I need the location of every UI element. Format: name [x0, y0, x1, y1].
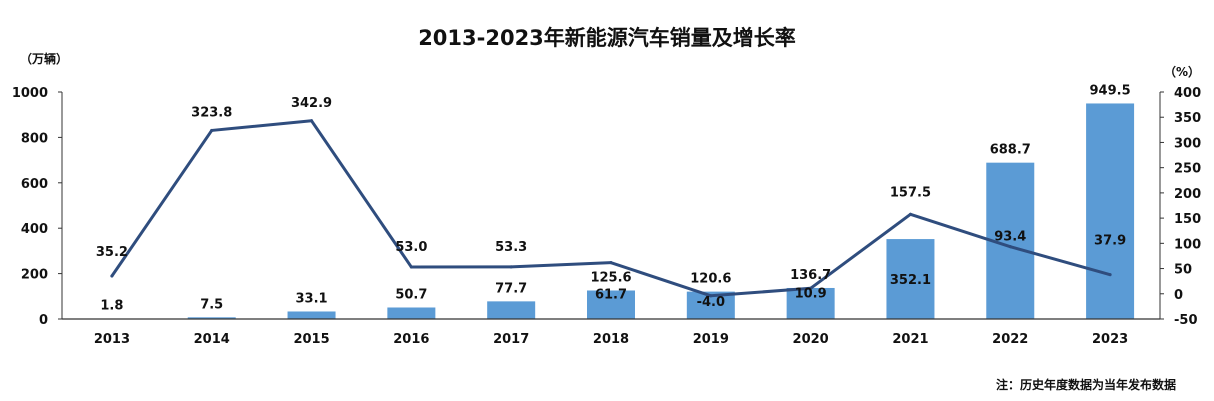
- bar: [287, 311, 336, 319]
- line-point: [609, 261, 613, 265]
- bar: [487, 301, 536, 319]
- bar-value-label: 7.5: [200, 297, 223, 312]
- line-value-label: 53.3: [495, 240, 527, 255]
- line-value-label: 93.4: [994, 230, 1026, 245]
- left-tick-label: 400: [21, 222, 48, 237]
- left-y-axis: 0 200 400 600 800 1000: [12, 86, 63, 328]
- line-segment: [1008, 245, 1112, 277]
- line-segment: [809, 212, 912, 290]
- x-tick-label: 2016: [393, 332, 429, 347]
- line-series: [110, 119, 1112, 298]
- x-tick-label: 2020: [793, 332, 829, 347]
- bar-value-label: 33.1: [296, 291, 328, 306]
- line-value-label: 61.7: [595, 288, 627, 303]
- bar: [886, 239, 935, 319]
- bar-value-label: 125.6: [590, 270, 631, 285]
- x-tick-label: 2014: [194, 332, 230, 347]
- line-segment: [709, 286, 813, 298]
- x-tick-label: 2017: [493, 332, 529, 347]
- x-tick-label: 2021: [892, 332, 928, 347]
- left-tick-label: 200: [21, 268, 48, 283]
- line-segment: [509, 261, 613, 269]
- left-axis-unit: （万辆）: [20, 52, 69, 66]
- right-tick-label: 350: [1174, 111, 1201, 126]
- left-tick-label: 800: [21, 131, 48, 146]
- right-tick-label: 250: [1174, 162, 1201, 177]
- x-tick-label: 2023: [1092, 332, 1128, 347]
- right-tick-label: 150: [1174, 212, 1201, 227]
- line-value-label: 342.9: [291, 96, 332, 111]
- line-segment: [210, 119, 314, 132]
- bar-value-label: 1.8: [100, 299, 123, 314]
- right-tick-label: 100: [1174, 237, 1201, 252]
- line-value-label: 157.5: [890, 185, 931, 200]
- line-segment: [609, 261, 713, 298]
- left-tick-label: 1000: [12, 86, 48, 101]
- right-y-axis: -50 0 50 100 150 200 250 300 350 400: [1159, 86, 1201, 328]
- line-point: [908, 212, 912, 216]
- right-tick-label: 0: [1174, 288, 1183, 303]
- line-point: [1008, 245, 1012, 249]
- line-point: [1108, 273, 1112, 277]
- right-tick-label: 400: [1174, 86, 1201, 101]
- bar-value-label: 77.7: [495, 281, 527, 296]
- bar-series: [87, 103, 1135, 320]
- line-value-label: 35.2: [96, 245, 128, 260]
- x-tick-label: 2019: [693, 332, 729, 347]
- x-tick-label: 2022: [992, 332, 1028, 347]
- line-point: [310, 119, 314, 123]
- data-labels: 1.8 7.5 33.1 50.7 77.7 125.6 120.6 136.7 352.1 68…: [96, 83, 1131, 313]
- line-point: [110, 274, 114, 278]
- right-tick-label: -50: [1174, 313, 1198, 328]
- chart-title: 2013-2023年新能源汽车销量及增长率: [418, 26, 796, 50]
- right-tick-label: 200: [1174, 187, 1201, 202]
- line-value-label: 323.8: [191, 105, 232, 120]
- line-point: [809, 286, 813, 290]
- line-value-label: 53.0: [395, 240, 427, 255]
- line-point: [210, 128, 214, 132]
- x-tick-label: 2018: [593, 332, 629, 347]
- line-value-label: -4.0: [697, 295, 725, 310]
- bar: [387, 307, 436, 319]
- line-point: [709, 294, 713, 298]
- x-tick-label: 2015: [293, 332, 329, 347]
- bar-value-label: 120.6: [690, 272, 731, 287]
- right-tick-label: 300: [1174, 136, 1201, 151]
- right-tick-label: 50: [1174, 263, 1192, 278]
- bar-value-label: 136.7: [790, 268, 831, 283]
- line-segment: [310, 119, 413, 269]
- right-axis-unit: （%）: [1164, 65, 1201, 79]
- bar-value-label: 949.5: [1090, 83, 1131, 98]
- x-tick-label: 2013: [94, 332, 130, 347]
- line-value-label: 37.9: [1094, 234, 1126, 249]
- bar: [187, 317, 236, 319]
- bar-value-label: 352.1: [890, 273, 931, 288]
- x-axis: 2013 2014 2015 2016 2017 2018 2019 2020 2021 2022…: [62, 318, 1160, 347]
- bar: [587, 290, 635, 319]
- line-segment: [908, 212, 1012, 249]
- line-segment: [110, 128, 214, 278]
- bar: [1086, 103, 1135, 319]
- line-point: [509, 265, 513, 269]
- bar: [786, 287, 835, 319]
- line-value-label: 10.9: [795, 286, 827, 301]
- bar-value-label: 688.7: [990, 143, 1031, 158]
- left-tick-label: 0: [39, 313, 48, 328]
- left-tick-label: 600: [21, 177, 48, 192]
- line-point: [409, 265, 413, 269]
- bar-value-label: 50.7: [395, 287, 427, 302]
- footnote: 注：历史年度数据为当年发布数据: [995, 378, 1176, 392]
